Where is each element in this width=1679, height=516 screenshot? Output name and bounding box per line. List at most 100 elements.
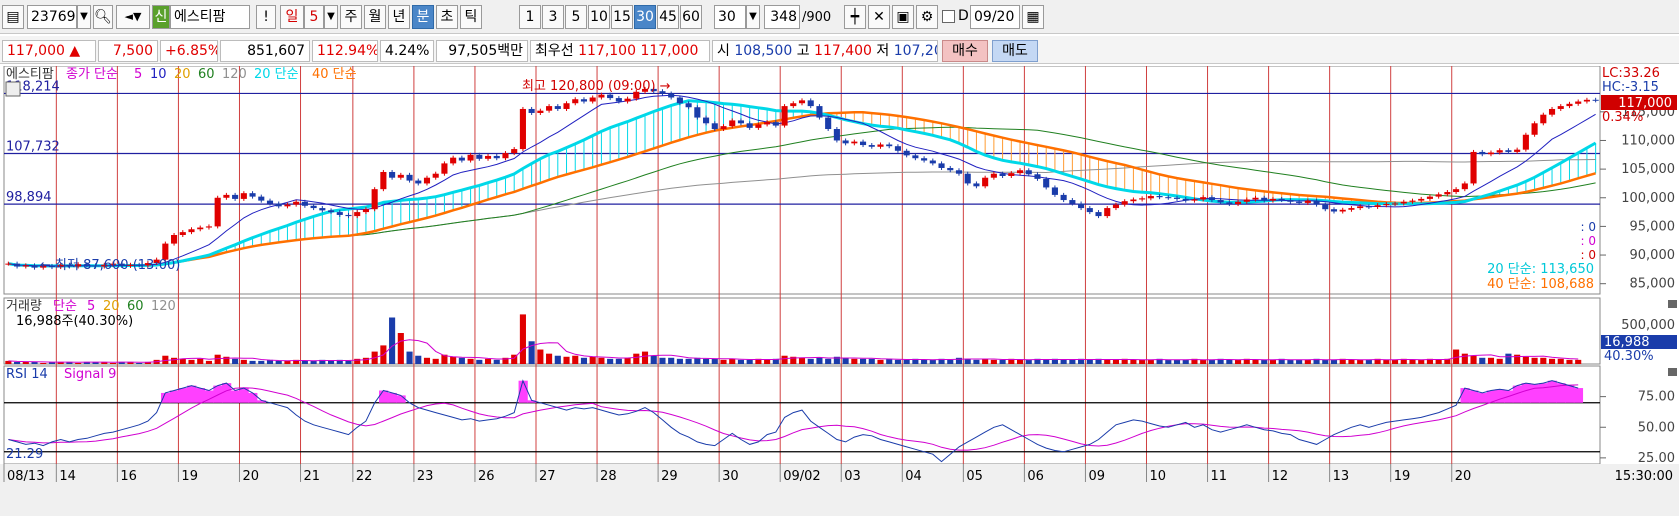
close-panel-icon[interactable] bbox=[1668, 300, 1677, 308]
rsi-overbought-fill bbox=[1495, 389, 1505, 403]
volume-bar bbox=[572, 355, 579, 364]
candle-body bbox=[694, 107, 701, 118]
stock-code-input[interactable]: 237690 bbox=[27, 5, 77, 29]
volume-bar bbox=[284, 360, 291, 364]
interval-15-button[interactable]: 15 bbox=[611, 5, 633, 29]
candle-body bbox=[938, 163, 945, 168]
hc-readout: HC:-3.15 bbox=[1602, 80, 1659, 95]
tick-button[interactable]: 틱 bbox=[460, 5, 482, 29]
candle-body bbox=[912, 155, 919, 159]
volume-bar bbox=[668, 357, 675, 364]
candle-body bbox=[1278, 198, 1285, 201]
chart-area[interactable]: 85,000 90,000 95,000 100,000 105,000 110,000 1… bbox=[0, 66, 1679, 516]
count-input[interactable]: 348 bbox=[764, 5, 800, 29]
volume-bar bbox=[1095, 358, 1102, 364]
period-day-button[interactable]: 일 bbox=[280, 5, 304, 29]
volume-bar bbox=[694, 357, 701, 364]
candle-body bbox=[1025, 170, 1032, 175]
volume-bar bbox=[354, 358, 361, 364]
volume-bar bbox=[1418, 359, 1425, 364]
audio-icon[interactable]: ◄▼ bbox=[116, 5, 150, 29]
candle-body bbox=[1173, 197, 1181, 199]
candle-body bbox=[57, 264, 64, 268]
second-button[interactable]: 초 bbox=[436, 5, 458, 29]
price-tick-label: 100,000 bbox=[1621, 191, 1675, 206]
rsi-overbought-fill bbox=[204, 390, 214, 403]
stock-name-field[interactable]: 에스티팜 bbox=[170, 5, 250, 29]
interval-45-button[interactable]: 45 bbox=[657, 5, 679, 29]
candle-body bbox=[1269, 198, 1277, 201]
close-panel-icon[interactable] bbox=[1668, 368, 1677, 376]
candle-body bbox=[615, 98, 622, 102]
interval-10-button[interactable]: 10 bbox=[588, 5, 610, 29]
code-dropdown-icon[interactable]: ▼ bbox=[77, 5, 91, 29]
interval-5-button[interactable]: 5 bbox=[565, 5, 587, 29]
volume-bar bbox=[1104, 359, 1111, 364]
volume-bar bbox=[1217, 358, 1224, 364]
interval-select[interactable]: 30 bbox=[714, 5, 746, 29]
volume-bar bbox=[1008, 358, 1015, 364]
period-day-num[interactable]: 5 bbox=[304, 5, 324, 29]
candle-body bbox=[772, 122, 779, 126]
turnover: 4.24% bbox=[380, 40, 434, 62]
candle-body bbox=[5, 263, 12, 265]
candle-body bbox=[964, 173, 971, 184]
date-input[interactable]: 09/20 bbox=[970, 5, 1020, 29]
grid-toggle-icon[interactable] bbox=[5, 81, 21, 97]
interval-30-button[interactable]: 30 bbox=[634, 5, 656, 29]
candle-body bbox=[458, 157, 465, 161]
interval-3-button[interactable]: 3 bbox=[542, 5, 564, 29]
volume-bar bbox=[171, 357, 178, 364]
interval-dropdown-icon[interactable]: ▼ bbox=[746, 5, 760, 29]
candle-icon[interactable]: ┿ bbox=[844, 5, 866, 29]
candle-body bbox=[179, 232, 186, 235]
layout-icon[interactable]: ▤ bbox=[2, 5, 24, 29]
interval-60-button[interactable]: 60 bbox=[680, 5, 702, 29]
crosshair-icon[interactable]: ✕ bbox=[868, 5, 890, 29]
price-legend-item: 60 bbox=[198, 67, 215, 82]
volume-bar bbox=[746, 359, 753, 364]
month-button[interactable]: 월 bbox=[364, 5, 386, 29]
rsi-overbought-fill bbox=[160, 392, 171, 403]
candle-body bbox=[990, 173, 997, 178]
rsi-overbought-fill bbox=[248, 392, 258, 403]
volume-bar bbox=[327, 360, 335, 364]
year-button[interactable]: 년 bbox=[388, 5, 410, 29]
buy-button[interactable]: 매수 bbox=[942, 40, 988, 62]
gear-icon[interactable]: ⚙ bbox=[916, 5, 938, 29]
search-icon[interactable]: 🔍︎ bbox=[93, 5, 113, 29]
candle-body bbox=[1583, 99, 1590, 102]
volume-bar bbox=[1479, 357, 1486, 364]
x-tick-label: 12 bbox=[1272, 469, 1289, 484]
volume-readout: 16,988주(40.30%) bbox=[16, 314, 133, 329]
volume-bar bbox=[737, 359, 745, 364]
save-icon[interactable]: ▣ bbox=[892, 5, 914, 29]
warning-button[interactable]: ! bbox=[256, 5, 276, 29]
interval-1-button[interactable]: 1 bbox=[519, 5, 541, 29]
rsi-overbought-fill bbox=[239, 388, 249, 403]
volume-bar bbox=[1453, 349, 1460, 364]
rsi-overbought-fill bbox=[387, 392, 397, 403]
volume-bar bbox=[859, 358, 867, 364]
candle-body bbox=[1418, 198, 1425, 201]
sell-button[interactable]: 매도 bbox=[992, 40, 1038, 62]
volume-bar bbox=[1235, 359, 1242, 364]
candle-body bbox=[83, 264, 90, 266]
volume-bar bbox=[214, 354, 221, 364]
volume-bar bbox=[1043, 359, 1050, 364]
volume-bar bbox=[1278, 358, 1285, 364]
volume-bar bbox=[1540, 357, 1547, 364]
candle-body bbox=[1339, 209, 1346, 212]
x-tick-label: 20 bbox=[242, 469, 259, 484]
candle-body bbox=[528, 108, 535, 113]
volume-bar bbox=[929, 359, 936, 364]
week-button[interactable]: 주 bbox=[340, 5, 362, 29]
volume-bar bbox=[1426, 358, 1433, 364]
minute-button[interactable]: 분 bbox=[412, 5, 434, 29]
date-checkbox[interactable] bbox=[942, 10, 955, 23]
calendar-icon[interactable]: ▦ bbox=[1022, 5, 1044, 29]
rsi-overbought-fill bbox=[213, 385, 223, 403]
period-dropdown-icon[interactable]: ▼ bbox=[324, 5, 338, 29]
candle-body bbox=[1130, 199, 1137, 202]
volume-bar bbox=[1252, 359, 1259, 364]
